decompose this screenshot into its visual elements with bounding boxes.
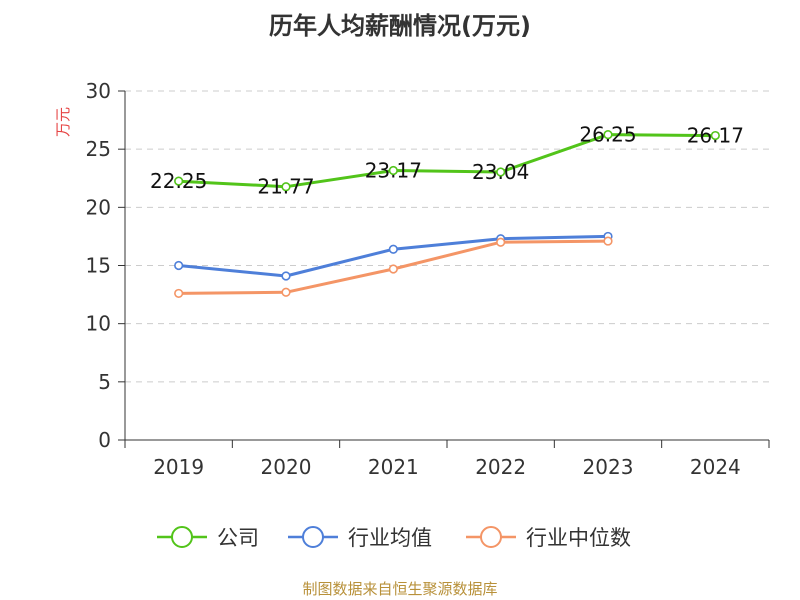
series-0-point-2019 <box>174 176 184 186</box>
legend: 公司 行业均值 行业中位数 <box>157 526 631 550</box>
y-tick-label-5: 5 <box>98 370 111 394</box>
data-label-2019: 22.25 <box>150 169 207 193</box>
y-tick-label-10: 10 <box>86 312 111 336</box>
series-0-point-2022 <box>496 167 506 177</box>
data-label-2022: 23.04 <box>472 160 529 184</box>
data-label-2024: 26.17 <box>687 124 744 148</box>
y-tick-label-20: 20 <box>86 195 111 219</box>
x-tick-label-2020: 2020 <box>261 455 312 479</box>
data-labels: 22.25 21.77 23.17 23.04 26.25 26.17 <box>150 123 744 199</box>
series-0-point-2020 <box>281 182 291 192</box>
series-lines <box>174 130 720 299</box>
y-tick-label-25: 25 <box>86 137 111 161</box>
axes: 0 5 10 15 20 25 30 2019 2020 2021 2022 2023 2024 万元 <box>54 79 770 479</box>
x-tick-label-2024: 2024 <box>690 455 741 479</box>
legend-label-1: 行业均值 <box>348 526 432 550</box>
series-2-point-2023 <box>603 236 613 246</box>
legend-marker-2 <box>480 526 502 548</box>
series-2-point-2021 <box>388 264 398 274</box>
source-note: 制图数据来自恒生聚源数据库 <box>302 580 498 598</box>
series-0-point-2024 <box>710 130 720 141</box>
series-1-point-2020 <box>281 271 291 281</box>
series-0-point-2021 <box>388 165 398 176</box>
x-tick-label-2021: 2021 <box>368 455 419 479</box>
series-line-0 <box>178 133 716 189</box>
legend-marker-0 <box>171 526 193 548</box>
y-tick-label-0: 0 <box>98 428 111 452</box>
x-tick-label-2019: 2019 <box>153 455 204 479</box>
y-tick-label-30: 30 <box>86 79 111 103</box>
series-2-point-2019 <box>174 288 184 299</box>
x-tick-label-2023: 2023 <box>583 455 634 479</box>
data-label-2021: 23.17 <box>365 158 422 182</box>
chart-title: 历年人均薪酬情况(万元) <box>269 12 531 40</box>
data-label-2023: 26.25 <box>579 123 636 147</box>
x-tick-label-2022: 2022 <box>475 455 526 479</box>
data-label-2020: 21.77 <box>257 175 314 199</box>
series-0-point-2023 <box>603 130 613 140</box>
legend-label-2: 行业中位数 <box>526 526 631 550</box>
y-tick-label-15: 15 <box>86 254 111 278</box>
series-2-point-2022 <box>496 237 506 247</box>
series-1-point-2019 <box>174 260 184 271</box>
y-axis-label: 万元 <box>54 107 72 137</box>
legend-label-0: 公司 <box>217 526 259 550</box>
grid-lines <box>125 90 769 383</box>
series-1-point-2021 <box>388 244 398 254</box>
series-2-point-2020 <box>281 287 291 297</box>
legend-marker-1 <box>302 526 324 548</box>
